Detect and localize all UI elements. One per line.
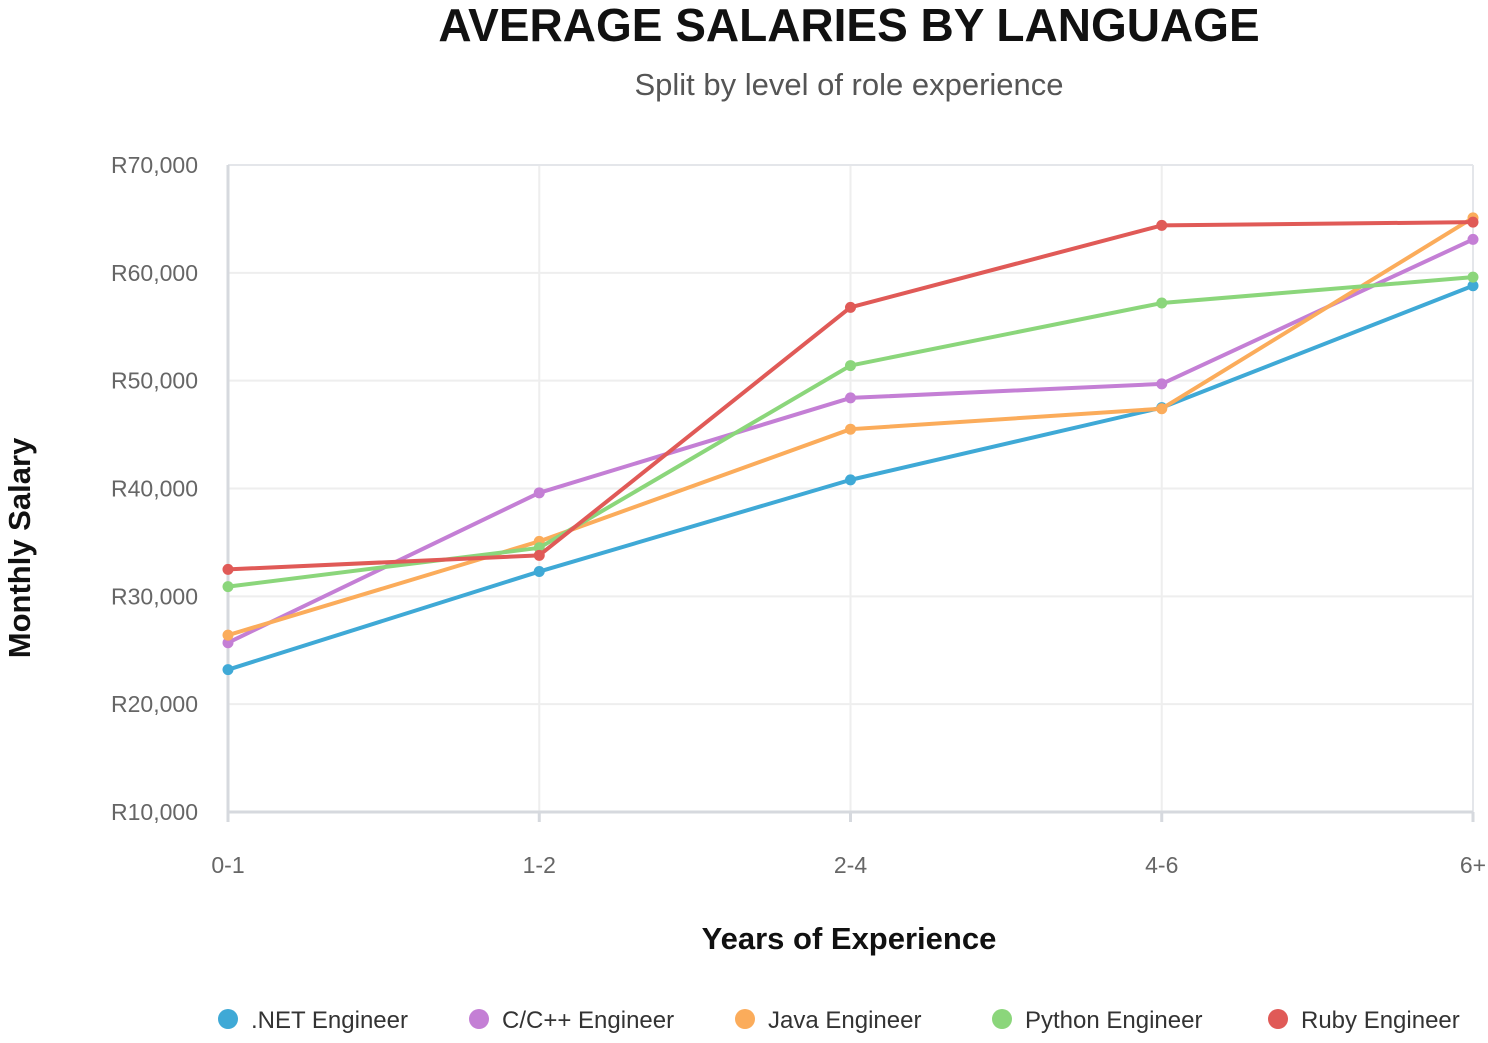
legend-label: .NET Engineer bbox=[251, 1007, 408, 1034]
data-point[interactable] bbox=[222, 581, 234, 593]
y-axis-title: Monthly Salary bbox=[2, 437, 37, 658]
legend-swatch bbox=[1268, 1009, 1288, 1029]
legend: .NET Engineer C/C++ Engineer Java Engineer… bbox=[218, 1007, 1460, 1034]
y-axis-ticks: R10,000 R20,000 R30,000 R40,000 R50,000 R60,0… bbox=[111, 152, 198, 825]
data-point[interactable] bbox=[845, 392, 856, 404]
data-point[interactable] bbox=[533, 549, 545, 561]
data-point[interactable] bbox=[533, 542, 545, 554]
x-tick-label: 4-6 bbox=[1145, 852, 1178, 878]
series-c-c-engineer bbox=[222, 233, 1479, 649]
data-point[interactable] bbox=[1467, 216, 1479, 228]
data-point[interactable] bbox=[1156, 378, 1168, 390]
legend-item[interactable]: Ruby Engineer bbox=[1268, 1007, 1460, 1034]
y-tick-label: R30,000 bbox=[111, 583, 198, 609]
legend-swatch bbox=[735, 1009, 755, 1029]
chart-title: AVERAGE SALARIES BY LANGUAGE bbox=[438, 0, 1259, 51]
y-tick-label: R50,000 bbox=[111, 368, 198, 394]
data-point[interactable] bbox=[222, 637, 234, 649]
data-point[interactable] bbox=[845, 474, 856, 486]
data-point[interactable] bbox=[1156, 219, 1168, 231]
data-point[interactable] bbox=[533, 566, 545, 578]
y-tick-label: R20,000 bbox=[111, 691, 198, 717]
y-tick-label: R60,000 bbox=[111, 260, 198, 286]
x-tick-label: 2-4 bbox=[834, 852, 867, 878]
data-point[interactable] bbox=[845, 301, 856, 313]
data-point[interactable] bbox=[533, 487, 545, 499]
gridlines bbox=[228, 165, 1473, 812]
x-tick-label: 6+ bbox=[1460, 852, 1486, 878]
x-axis-title: Years of Experience bbox=[702, 921, 997, 956]
legend-swatch bbox=[992, 1009, 1012, 1029]
legend-label: C/C++ Engineer bbox=[502, 1007, 674, 1034]
data-point[interactable] bbox=[1156, 403, 1168, 415]
x-tick-label: 1-2 bbox=[523, 852, 556, 878]
data-point[interactable] bbox=[845, 360, 856, 372]
legend-item[interactable]: Java Engineer bbox=[735, 1007, 921, 1034]
legend-item[interactable]: Python Engineer bbox=[992, 1007, 1202, 1034]
data-series bbox=[222, 212, 1479, 676]
data-point[interactable] bbox=[1467, 233, 1479, 245]
legend-swatch bbox=[469, 1009, 489, 1029]
series-ruby-engineer bbox=[222, 216, 1479, 575]
legend-item[interactable]: C/C++ Engineer bbox=[469, 1007, 674, 1034]
legend-label: Java Engineer bbox=[768, 1007, 921, 1034]
data-point[interactable] bbox=[222, 563, 234, 575]
chart-subtitle: Split by level of role experience bbox=[634, 67, 1063, 102]
legend-item[interactable]: .NET Engineer bbox=[218, 1007, 408, 1034]
data-point[interactable] bbox=[1156, 297, 1168, 309]
legend-label: Python Engineer bbox=[1025, 1007, 1202, 1034]
data-point[interactable] bbox=[1467, 280, 1479, 292]
y-tick-label: R10,000 bbox=[111, 799, 198, 825]
data-point[interactable] bbox=[845, 423, 856, 435]
y-tick-label: R40,000 bbox=[111, 476, 198, 502]
legend-swatch bbox=[218, 1009, 238, 1029]
x-tick-label: 0-1 bbox=[211, 852, 244, 878]
data-point[interactable] bbox=[1467, 271, 1479, 283]
data-point[interactable] bbox=[222, 629, 234, 641]
legend-label: Ruby Engineer bbox=[1301, 1007, 1460, 1034]
x-axis-ticks: 0-1 1-2 2-4 4-6 6+ bbox=[211, 812, 1486, 878]
y-tick-label: R70,000 bbox=[111, 152, 198, 178]
data-point[interactable] bbox=[222, 664, 234, 676]
